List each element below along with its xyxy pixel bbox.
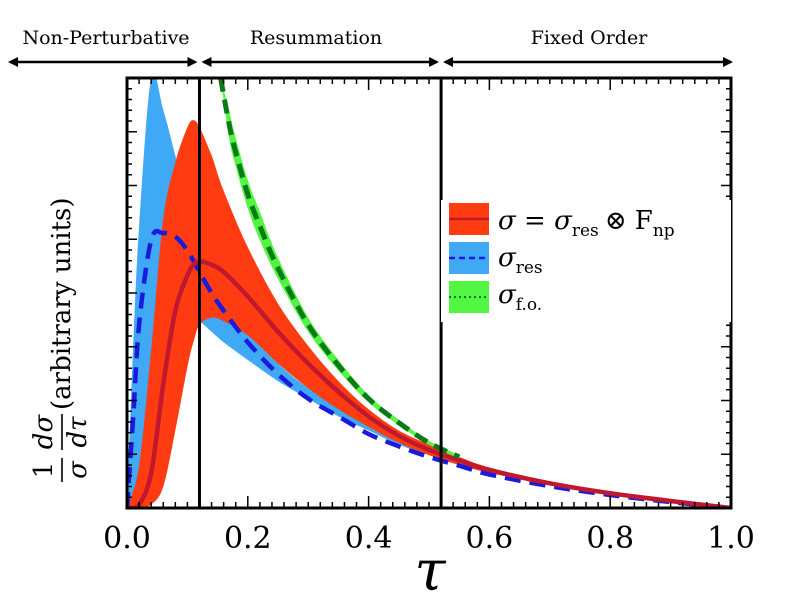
region-label-resummation: Resummation <box>250 27 382 49</box>
y-axis-label: 1 σ dσ dτ (arbitrary units) <box>29 197 93 482</box>
central-line-total <box>127 259 731 508</box>
legend-background <box>441 200 731 322</box>
ylabel-den2: dτ <box>63 416 93 448</box>
x-tick-label: 0.0 <box>103 521 151 556</box>
legend-label-res: σres <box>498 243 543 278</box>
plot-area <box>127 78 731 508</box>
central-line-fo <box>218 78 461 460</box>
x-axis-label: τ <box>415 539 447 597</box>
legend-entry-total: σ = σres ⊗ Fnp <box>449 203 675 241</box>
x-tick-label: 0.2 <box>224 521 272 556</box>
ylabel-den1: σ <box>63 460 93 479</box>
ylabel-num2: dσ <box>29 414 59 450</box>
region-label-fixed-order: Fixed Order <box>531 27 648 49</box>
ylabel-num1: 1 <box>29 462 59 479</box>
x-tick-label: 0.6 <box>466 521 514 556</box>
legend: σ = σres ⊗ Fnp σres σf.o. <box>441 200 731 322</box>
legend-label-total: σ = σres ⊗ Fnp <box>498 206 675 241</box>
legend-entry-fo: σf.o. <box>449 280 542 315</box>
central-line-res <box>127 228 731 508</box>
region-annotations: Non-Perturbative Resummation Fixed Order <box>22 27 648 49</box>
x-tick-label: 0.4 <box>345 521 393 556</box>
x-tick-label: 1.0 <box>707 521 755 556</box>
x-tick-labels: 0.0 0.2 0.4 0.6 0.8 1.0 <box>103 521 755 556</box>
band-total <box>127 120 731 508</box>
legend-entry-res: σres <box>449 242 543 278</box>
region-label-nonperturbative: Non-Perturbative <box>22 27 189 49</box>
x-tick-label: 0.8 <box>586 521 634 556</box>
legend-label-fo: σf.o. <box>498 280 542 315</box>
ylabel-text: (arbitrary units) <box>47 197 77 410</box>
